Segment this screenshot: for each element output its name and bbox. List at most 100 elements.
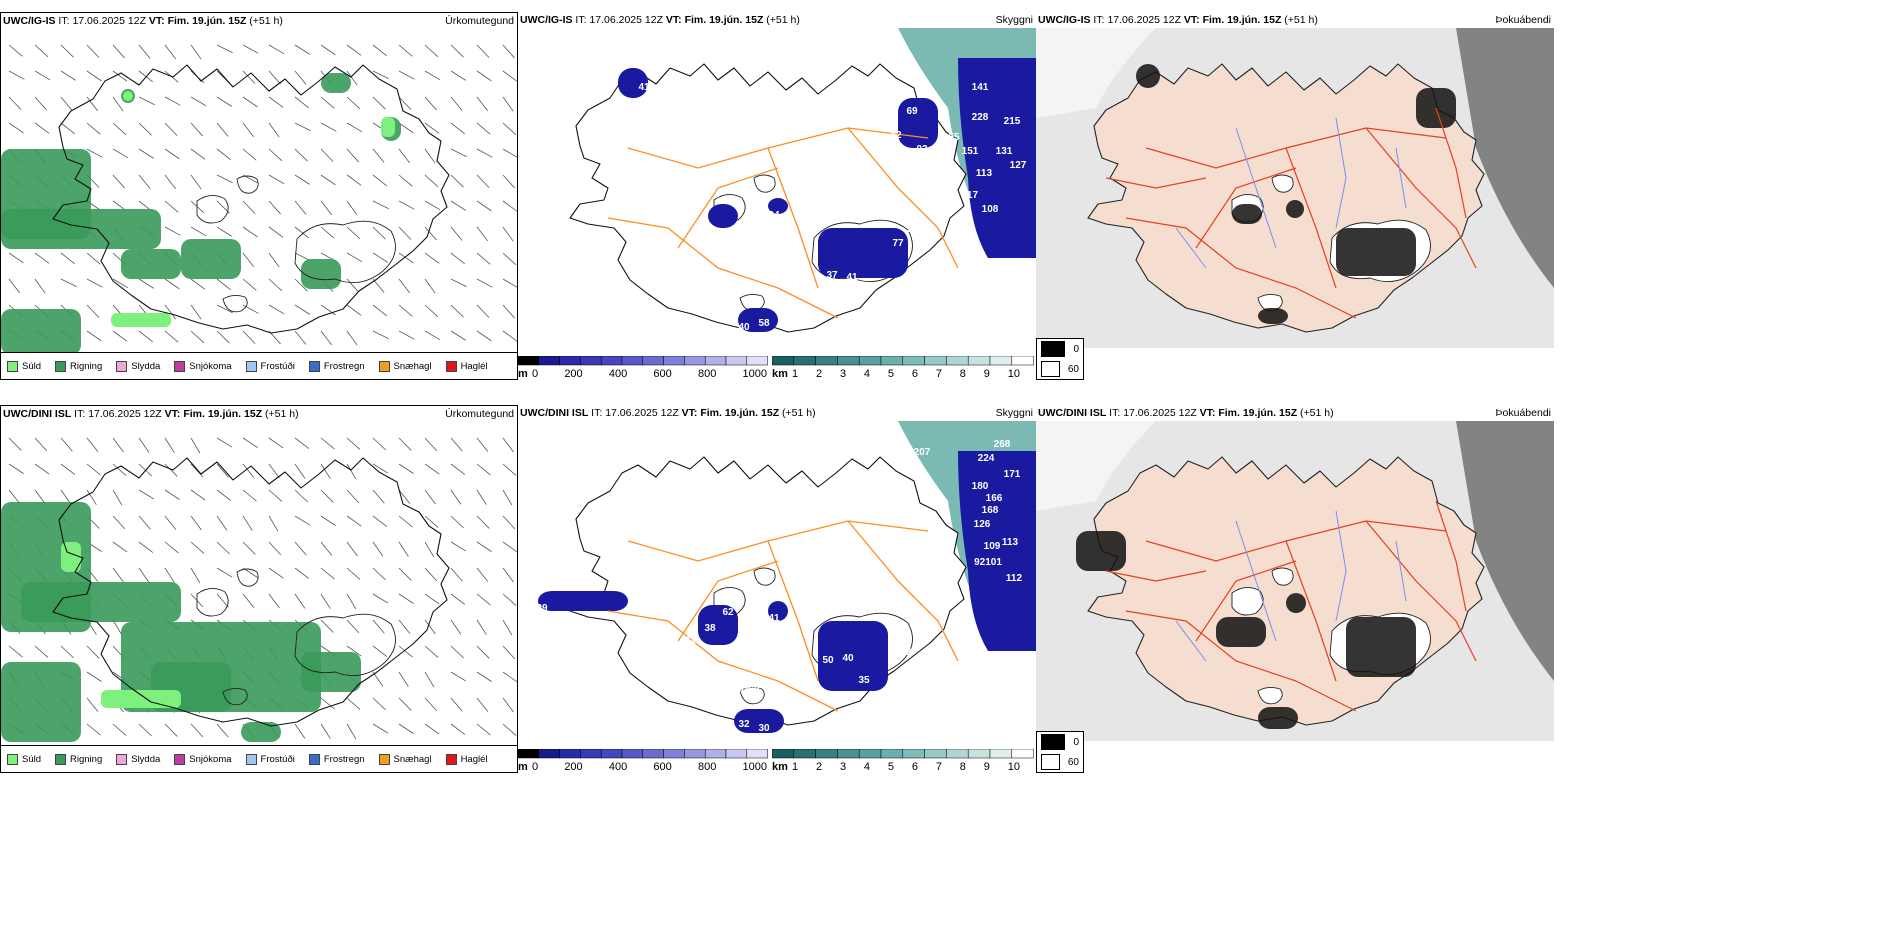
wind-barb xyxy=(242,278,257,291)
wind-barb xyxy=(346,44,362,56)
colorbar-tick: 400 xyxy=(608,368,628,380)
wind-barb xyxy=(86,463,101,476)
colorbar-tick: 7 xyxy=(935,761,942,773)
legend-label: Slydda xyxy=(131,753,161,765)
legend-label: Súld xyxy=(22,753,42,765)
cloud-base-label: 55 xyxy=(948,132,960,143)
rain-area xyxy=(121,249,181,279)
wind-barb xyxy=(86,70,102,82)
wind-barb xyxy=(450,44,464,58)
wind-barb xyxy=(242,437,258,448)
wind-barb xyxy=(164,44,176,60)
colorbar-tick: 800 xyxy=(697,761,717,773)
road-network xyxy=(607,520,959,712)
wind-barb xyxy=(294,330,307,345)
wind-barb xyxy=(372,252,388,263)
wind-barb xyxy=(294,304,310,315)
legend-item: Súld xyxy=(7,753,42,765)
cloud-base-label: 37 xyxy=(826,270,838,281)
cloud-base-colorbar: m 0 200 400 600 800 1000 xyxy=(518,355,768,380)
wind-barb xyxy=(424,122,440,134)
legend-swatch xyxy=(245,360,257,372)
cloud-base-label: 129 xyxy=(636,28,653,39)
legend-swatch xyxy=(308,360,320,372)
road-network xyxy=(607,127,959,319)
wind-barb xyxy=(424,330,441,341)
legend-swatch xyxy=(445,360,457,372)
legend-swatch xyxy=(378,753,390,765)
wind-barb xyxy=(112,437,124,453)
wind-barb xyxy=(320,697,335,710)
wind-barb xyxy=(372,437,386,451)
wind-barb xyxy=(268,515,279,532)
wind-barb xyxy=(112,567,124,583)
drizzle-area xyxy=(111,313,171,327)
wind-barb xyxy=(502,226,514,242)
wind-barb xyxy=(294,567,310,579)
wind-barb xyxy=(242,304,259,314)
wind-barb xyxy=(476,278,493,288)
wind-barb xyxy=(424,541,435,558)
wind-barb xyxy=(320,567,335,580)
cloud-base-labels: 129 41 141 228 215 69 52 55 02 151 131 127 113 117108… xyxy=(526,28,1026,333)
fog-legend-swatch-60 xyxy=(1041,361,1060,377)
cloud-base-label: 168 xyxy=(982,505,999,516)
wind-barb xyxy=(242,200,256,214)
precip-areas xyxy=(1,73,401,355)
wind-barb xyxy=(112,463,127,476)
wind-barb xyxy=(8,252,24,264)
wind-barb xyxy=(502,515,516,530)
fog-area xyxy=(1346,617,1416,677)
colorbar-tick: 6 xyxy=(911,761,918,773)
wind-barb xyxy=(346,278,359,293)
wind-barb xyxy=(216,463,229,478)
rivers xyxy=(1175,510,1407,662)
wind-barb xyxy=(372,330,389,340)
wind-barb xyxy=(190,515,202,531)
wind-barb xyxy=(346,697,361,710)
wind-barb xyxy=(476,200,492,212)
precip-type-panel-row2: UWC/DINI ISL IT: 17.06.2025 12Z VT: Fim.… xyxy=(0,405,518,773)
cloud-base-label: 40 xyxy=(592,236,604,247)
wind-barb xyxy=(138,96,155,106)
wind-barb xyxy=(398,44,413,57)
wind-barb xyxy=(242,330,256,344)
wind-barb xyxy=(424,200,441,211)
colorbar-tick: 400 xyxy=(608,761,628,773)
legend-swatch xyxy=(378,360,390,372)
wind-barb xyxy=(268,122,280,138)
cloud-base-colorbar-swatches xyxy=(518,355,768,366)
wind-barb xyxy=(112,489,123,506)
wind-barb xyxy=(190,437,201,454)
wind-barb xyxy=(8,70,25,80)
rain-area xyxy=(1,209,161,249)
wind-barb xyxy=(268,304,285,315)
wind-barb xyxy=(138,541,154,553)
wind-barb xyxy=(502,200,517,212)
wind-barb xyxy=(502,671,517,683)
wind-barb xyxy=(476,330,492,342)
wind-barb xyxy=(112,278,129,289)
colorbar-tick: 3 xyxy=(839,761,847,773)
wind-barb xyxy=(320,44,336,56)
wind-barb xyxy=(372,304,387,317)
wind-barb xyxy=(346,70,358,86)
wind-barb xyxy=(294,278,308,292)
low-cloud-area xyxy=(618,68,648,98)
low-cloud-area xyxy=(738,308,778,332)
wind-barb xyxy=(372,645,388,657)
colorbar-tick: 0 xyxy=(532,761,539,773)
wind-barb xyxy=(112,723,127,736)
wind-barb xyxy=(372,148,385,163)
iceland-outline xyxy=(52,64,450,334)
legend-item: Snæhagl xyxy=(378,753,432,765)
wind-barb xyxy=(86,148,103,158)
wind-barb xyxy=(320,304,336,316)
cloud-base-label: 108 xyxy=(982,204,999,215)
wind-barb xyxy=(294,723,306,739)
cloud-base-label: 127 xyxy=(1010,160,1027,171)
legend-label: Haglél xyxy=(460,753,488,765)
cloud-base-label: 41 xyxy=(846,272,858,283)
wind-barb xyxy=(34,122,50,134)
wind-barb xyxy=(216,304,233,314)
